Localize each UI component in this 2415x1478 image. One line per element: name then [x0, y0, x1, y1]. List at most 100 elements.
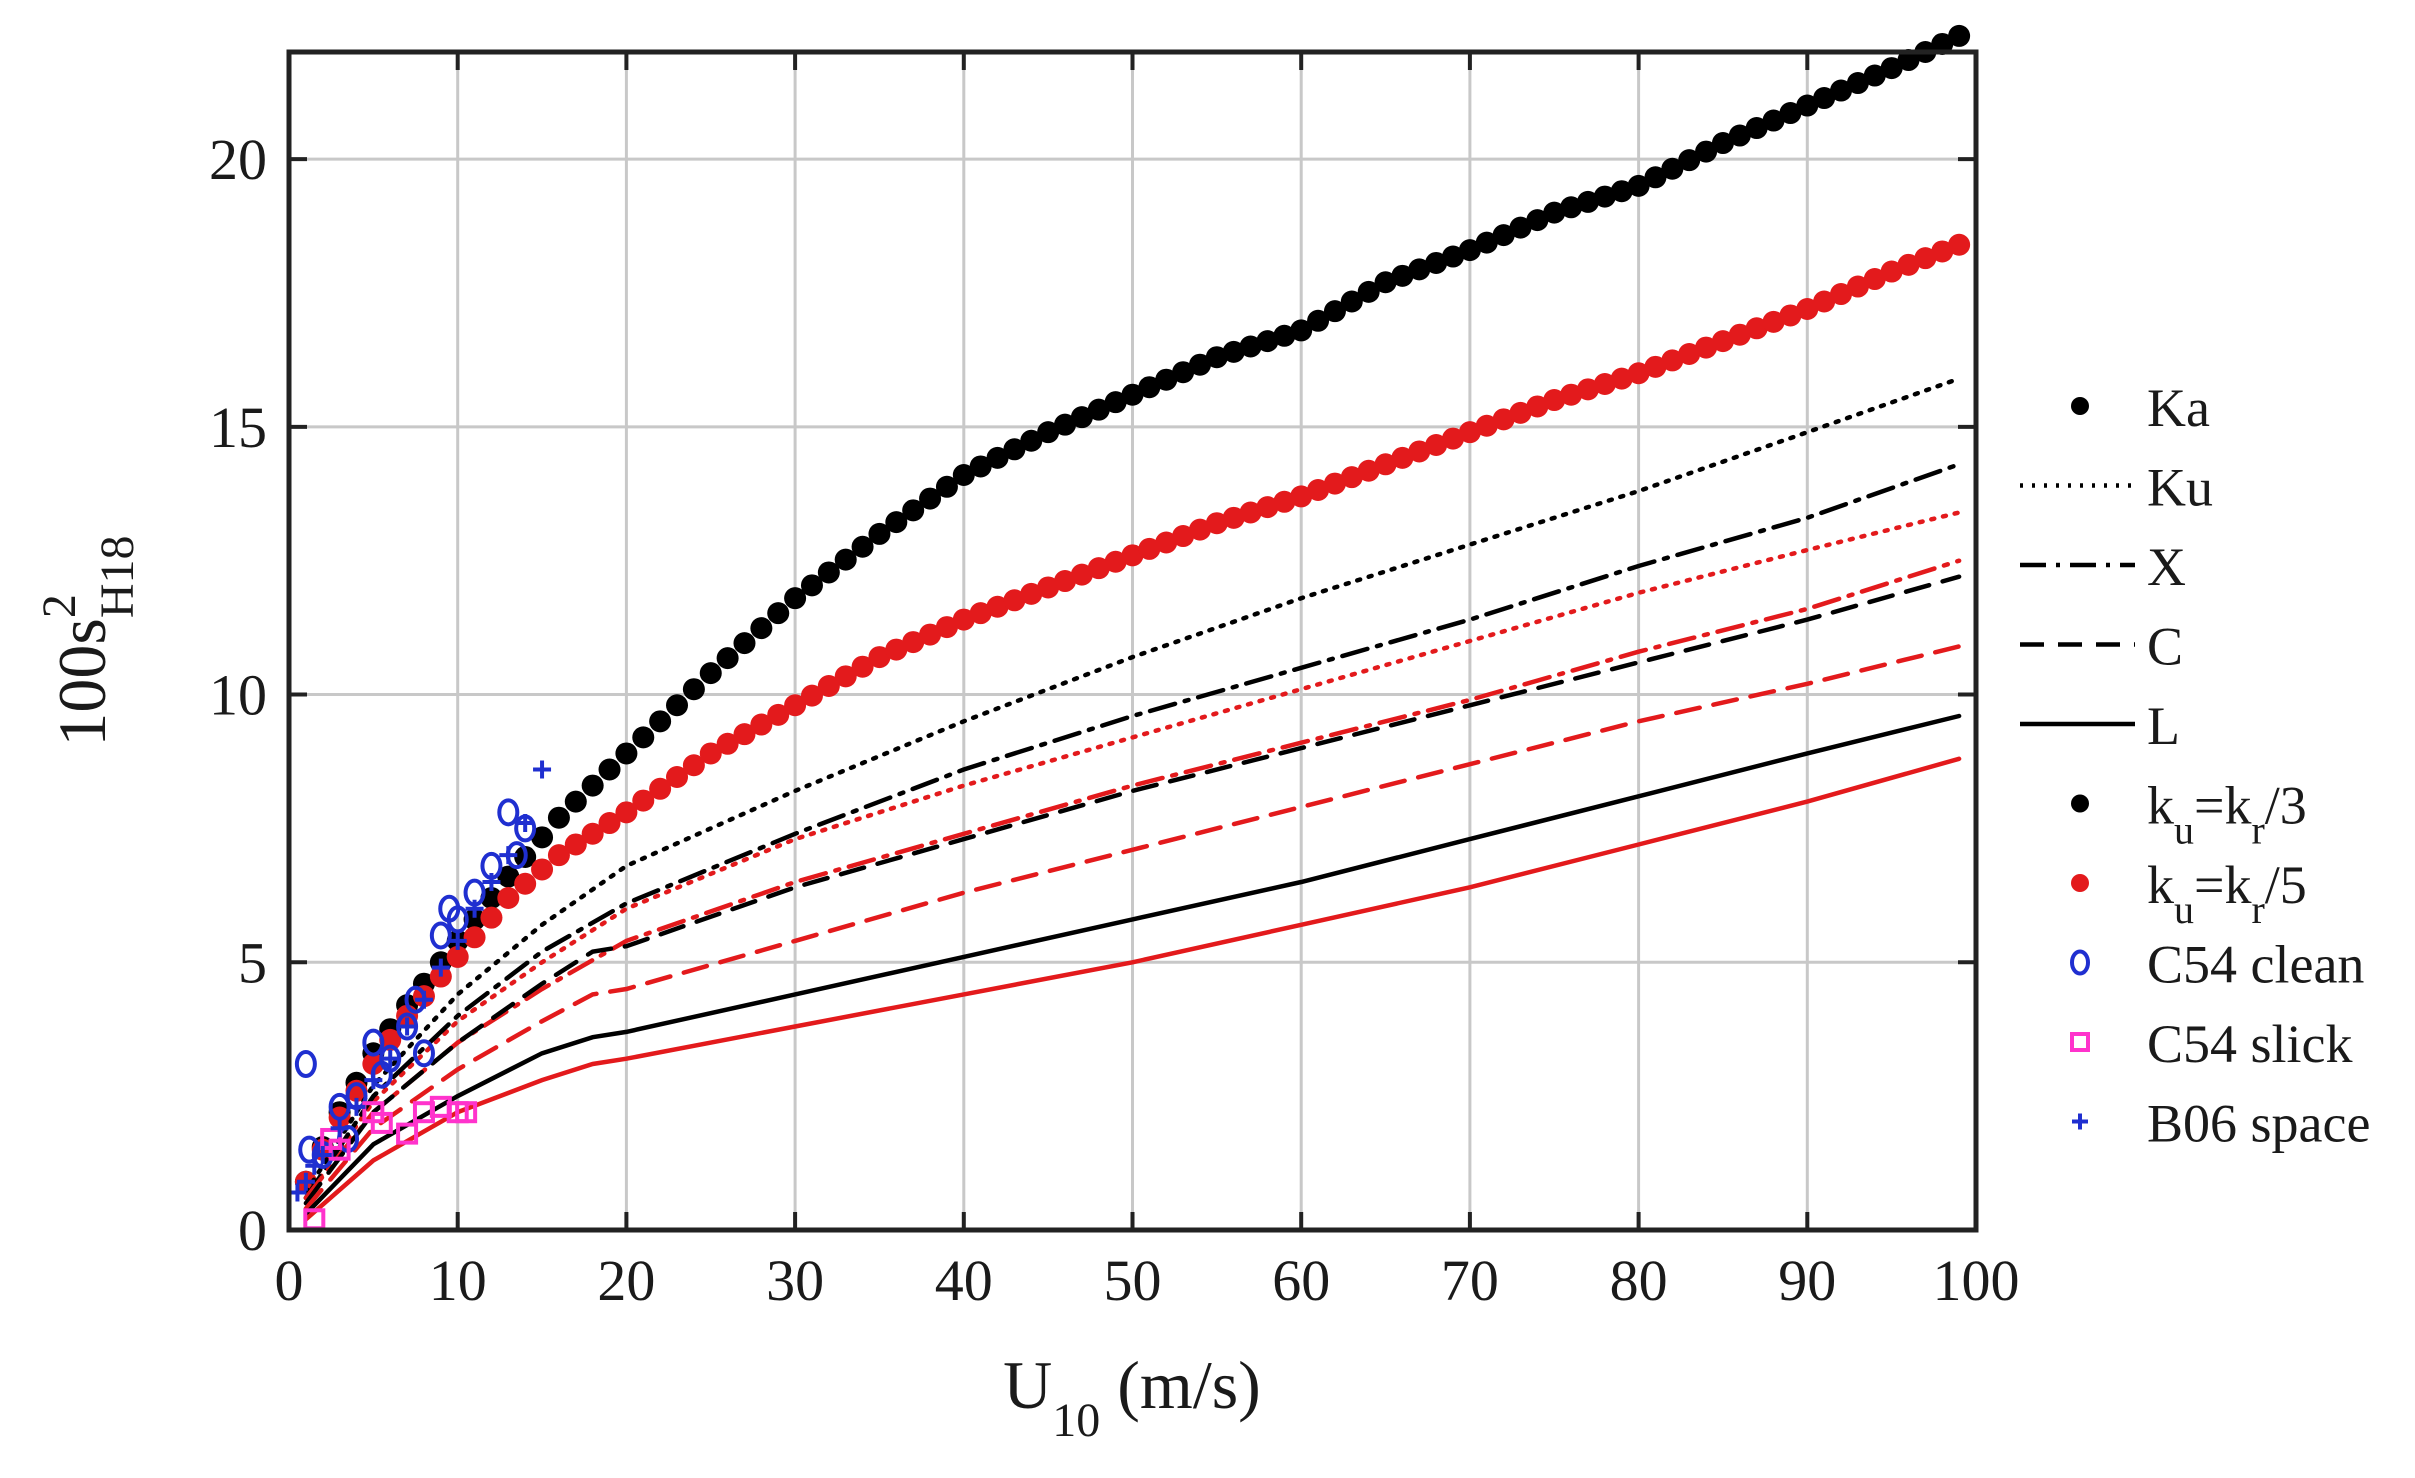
data-point	[632, 789, 655, 812]
series-line	[303, 462, 1962, 1201]
data-point	[817, 674, 840, 697]
data-point	[1576, 378, 1599, 401]
x-axis-title-subscript: 10	[1052, 1394, 1100, 1447]
data-point	[969, 602, 992, 625]
data-point	[1290, 319, 1313, 342]
data-point	[1256, 330, 1279, 353]
data-point	[448, 931, 467, 950]
x-tick-label: 20	[597, 1248, 655, 1313]
data-point	[1087, 398, 1110, 421]
legend-label-part: /5	[2265, 855, 2307, 915]
data-point	[716, 647, 739, 670]
legend-label-subscript: r	[2251, 808, 2264, 853]
series-line	[303, 574, 1962, 1206]
data-point	[1239, 501, 1262, 524]
data-point	[1830, 283, 1853, 306]
data-point	[381, 1049, 400, 1068]
data-point	[1931, 240, 1954, 263]
data-point	[1070, 406, 1093, 429]
data-point	[1138, 537, 1161, 560]
data-point	[1020, 582, 1043, 605]
data-point	[1830, 79, 1853, 102]
data-point	[1745, 317, 1768, 340]
series-line	[303, 510, 1962, 1201]
data-point	[1762, 310, 1785, 333]
legend-label: X	[2147, 537, 2186, 597]
data-point	[767, 602, 790, 625]
data-point	[1442, 245, 1465, 268]
legend-symbol	[2072, 1113, 2088, 1130]
data-point	[1914, 247, 1937, 270]
data-point	[463, 926, 486, 949]
data-point	[1408, 440, 1431, 463]
data-point	[455, 1101, 478, 1124]
data-point	[294, 1050, 317, 1079]
x-tick-label: 0	[275, 1248, 304, 1313]
data-point	[682, 754, 705, 777]
data-point	[581, 774, 604, 797]
data-point	[1711, 330, 1734, 353]
data-point	[1779, 304, 1802, 327]
data-point	[533, 760, 552, 779]
data-point	[1593, 185, 1616, 208]
y-axis-title: 100s2 H18	[33, 535, 144, 746]
data-point	[1391, 446, 1414, 469]
data-point	[362, 1028, 385, 1057]
data-point	[499, 846, 518, 865]
data-point	[396, 1122, 419, 1145]
data-point	[1576, 190, 1599, 213]
data-point	[305, 1156, 324, 1175]
series-c-ku-kr-5	[303, 644, 1962, 1211]
data-point	[986, 446, 1009, 469]
data-point	[1307, 309, 1330, 332]
data-point	[364, 1071, 383, 1090]
data-point	[952, 464, 975, 487]
legend-label-part: =k	[2194, 855, 2251, 915]
data-point	[330, 1119, 349, 1138]
data-point	[480, 906, 503, 929]
data-point	[1931, 32, 1954, 55]
data-point	[902, 499, 925, 522]
data-point	[516, 814, 535, 833]
legend-item-ku-kr-3: ku=kr/3	[2071, 776, 2307, 853]
data-point	[1644, 166, 1667, 189]
data-point	[851, 535, 874, 558]
series-line	[303, 756, 1962, 1222]
data-point	[1054, 413, 1077, 436]
legend-label: ku=kr/5	[2147, 855, 2307, 932]
legend-label-part: /3	[2265, 776, 2307, 836]
series-l-ku-kr-3	[303, 713, 1962, 1217]
x-tick-label: 80	[1610, 1248, 1668, 1313]
data-point	[800, 684, 823, 707]
legend-item-ku-kr-5: ku=kr/5	[2071, 855, 2307, 932]
legend-label: ku=kr/3	[2147, 776, 2307, 853]
series-ka-ku-kr-5	[294, 233, 1971, 1193]
data-point	[666, 694, 689, 717]
data-point	[750, 713, 773, 736]
data-point	[868, 522, 891, 545]
x-tick-label: 30	[766, 1248, 824, 1313]
data-point	[370, 1111, 393, 1134]
data-point	[1188, 353, 1211, 376]
data-point	[1172, 361, 1195, 384]
series-ku-ku-kr-3	[303, 376, 1962, 1195]
legend-label: Ka	[2147, 378, 2210, 438]
data-point	[1357, 280, 1380, 303]
data-point	[429, 921, 452, 950]
legend-label-part: k	[2147, 776, 2174, 836]
data-point	[1205, 346, 1228, 369]
series-x-ku-kr-3	[303, 462, 1962, 1201]
data-point	[1003, 438, 1026, 461]
legend-symbol	[2071, 794, 2089, 813]
series-line	[303, 376, 1962, 1195]
data-point	[531, 858, 554, 881]
data-point	[1138, 376, 1161, 399]
y-axis-title-subscript: H18	[91, 535, 144, 618]
data-point	[1543, 389, 1566, 412]
data-point	[969, 455, 992, 478]
data-point	[784, 587, 807, 610]
data-point	[564, 790, 587, 813]
data-point	[1880, 260, 1903, 283]
data-point	[514, 872, 537, 895]
data-point	[564, 833, 587, 856]
